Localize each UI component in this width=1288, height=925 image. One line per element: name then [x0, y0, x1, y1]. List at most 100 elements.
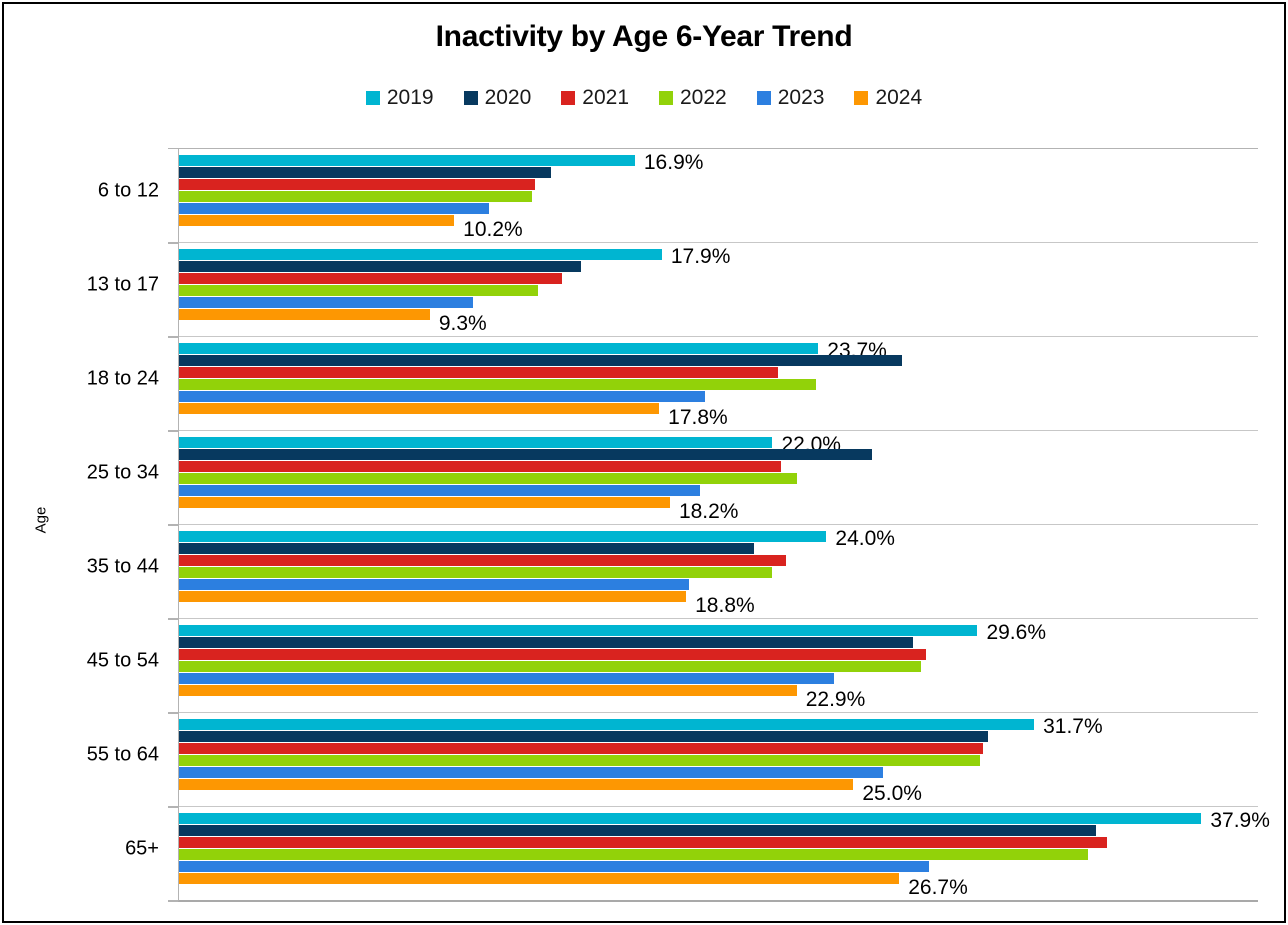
bar-2021: [179, 837, 1107, 848]
bar-2020: [179, 825, 1097, 836]
legend-swatch-icon: [659, 91, 673, 105]
bar-2022: [179, 379, 816, 390]
data-label-2019: 16.9%: [643, 151, 704, 174]
bar-2021: [179, 179, 536, 190]
bar-2021: [179, 273, 563, 284]
bar-2023: [179, 485, 700, 496]
bar-2023: [179, 391, 705, 402]
bar-2022: [179, 849, 1089, 860]
bar-2022: [179, 661, 921, 672]
bar-2019: 16.9%: [179, 151, 703, 174]
data-label-2024: 22.9%: [805, 688, 866, 712]
legend-swatch-icon: [854, 91, 869, 105]
legend-swatch-icon: [561, 91, 576, 105]
category-row: 45 to 54 29.6% 22.9%: [87, 619, 1258, 714]
category-label: 35 to 44: [86, 555, 159, 578]
axis-tick: [168, 524, 178, 526]
bar-2022: [179, 755, 981, 766]
bar-2023: [179, 203, 490, 214]
bar-2020: [179, 261, 581, 272]
legend-label: 2022: [680, 86, 727, 109]
bar-2024: 10.2%: [179, 215, 523, 241]
data-label-2019: 29.6%: [986, 621, 1046, 644]
legend-swatch-icon: [463, 91, 478, 105]
data-label-2024: 9.3%: [438, 312, 487, 336]
bar-2021: [179, 649, 927, 660]
legend-item: 2022: [659, 86, 727, 110]
y-axis-title: Age: [32, 506, 50, 534]
legend-label: 2020: [484, 86, 532, 109]
bar-2019: 23.7%: [179, 339, 887, 362]
bar-2019: 29.6%: [179, 621, 1046, 644]
legend-item: 2020: [463, 86, 532, 110]
category-label: 18 to 24: [86, 367, 159, 390]
bar-2020: [179, 731, 989, 742]
legend-item: 2024: [854, 86, 922, 110]
category-row: 55 to 64 31.7% 25.0%: [87, 713, 1258, 808]
bar-2019: 17.9%: [179, 245, 730, 268]
bar-2021: [179, 367, 778, 378]
data-label-2019: 37.9%: [1210, 809, 1270, 832]
data-label-2024: 17.8%: [668, 406, 728, 430]
axis-tick: [168, 900, 178, 902]
data-label-2024: 10.2%: [463, 218, 523, 242]
bar-2022: [179, 285, 538, 296]
bar-2023: [179, 297, 474, 308]
bar-2024: 17.8%: [179, 403, 728, 429]
bar-2019: 31.7%: [179, 715, 1103, 738]
legend: 2019 2020 2021 2022 2023 2024: [0, 86, 1288, 110]
bar-2021: [179, 461, 781, 472]
category-row: 6 to 12 16.9% 10.2%: [98, 149, 1258, 244]
category-row: 13 to 17 17.9% 9.3%: [87, 243, 1258, 338]
bar-2024: 26.7%: [179, 873, 968, 899]
bar-2020: [179, 449, 873, 460]
category-row: 65+ 37.9% 26.7%: [125, 807, 1270, 902]
axis-tick: [168, 806, 178, 808]
category-label: 6 to 12: [97, 179, 159, 202]
legend-item: 2019: [365, 86, 434, 110]
legend-item: 2023: [756, 86, 825, 110]
bar-2024: 22.9%: [179, 685, 865, 711]
bar-2024: 25.0%: [179, 779, 922, 805]
bar-2020: [179, 167, 552, 178]
bar-2023: [179, 673, 835, 684]
data-label-2024: 18.2%: [678, 500, 739, 524]
bar-2019: 22.0%: [179, 433, 841, 456]
legend-label: 2019: [386, 86, 434, 109]
bar-2019: 37.9%: [179, 809, 1270, 832]
bar-2020: [179, 355, 902, 366]
legend-label: 2024: [875, 86, 923, 109]
legend-swatch-icon: [365, 91, 380, 105]
legend-label: 2023: [777, 86, 825, 109]
bar-2023: [179, 861, 929, 872]
axis-tick: [168, 336, 178, 338]
legend-item: 2021: [561, 86, 629, 110]
category-row: 18 to 24 23.7% 17.8%: [87, 337, 1258, 432]
bar-2023: [179, 767, 884, 778]
bar-2024: 9.3%: [179, 309, 487, 335]
axis-tick: [168, 242, 178, 244]
category-label: 25 to 34: [86, 461, 159, 484]
plot-area: 6 to 12 16.9% 10.2% 13 to 17 17.9% 9.3% 18…: [87, 147, 1270, 902]
data-label-2019: 24.0%: [835, 527, 895, 550]
axis-tick: [168, 430, 178, 432]
bar-2022: [179, 567, 773, 578]
bar-2019: 24.0%: [179, 527, 895, 550]
category-label: 13 to 17: [86, 273, 159, 296]
axis-tick: [168, 618, 178, 620]
data-label-2024: 18.8%: [695, 594, 755, 618]
axis-tick: [168, 712, 178, 714]
bar-2023: [179, 579, 689, 590]
bar-2022: [179, 473, 797, 484]
category-row: 25 to 34 22.0% 18.2%: [87, 431, 1258, 526]
bar-2021: [179, 555, 786, 566]
legend-label: 2021: [582, 86, 629, 109]
data-label-2019: 31.7%: [1043, 715, 1103, 738]
bar-2021: [179, 743, 983, 754]
bar-2022: [179, 191, 533, 202]
bar-2020: [179, 543, 754, 554]
data-label-2024: 25.0%: [862, 782, 922, 806]
category-row: 35 to 44 24.0% 18.8%: [87, 525, 1258, 620]
bar-2024: 18.8%: [179, 591, 755, 617]
data-label-2024: 26.7%: [908, 876, 968, 900]
